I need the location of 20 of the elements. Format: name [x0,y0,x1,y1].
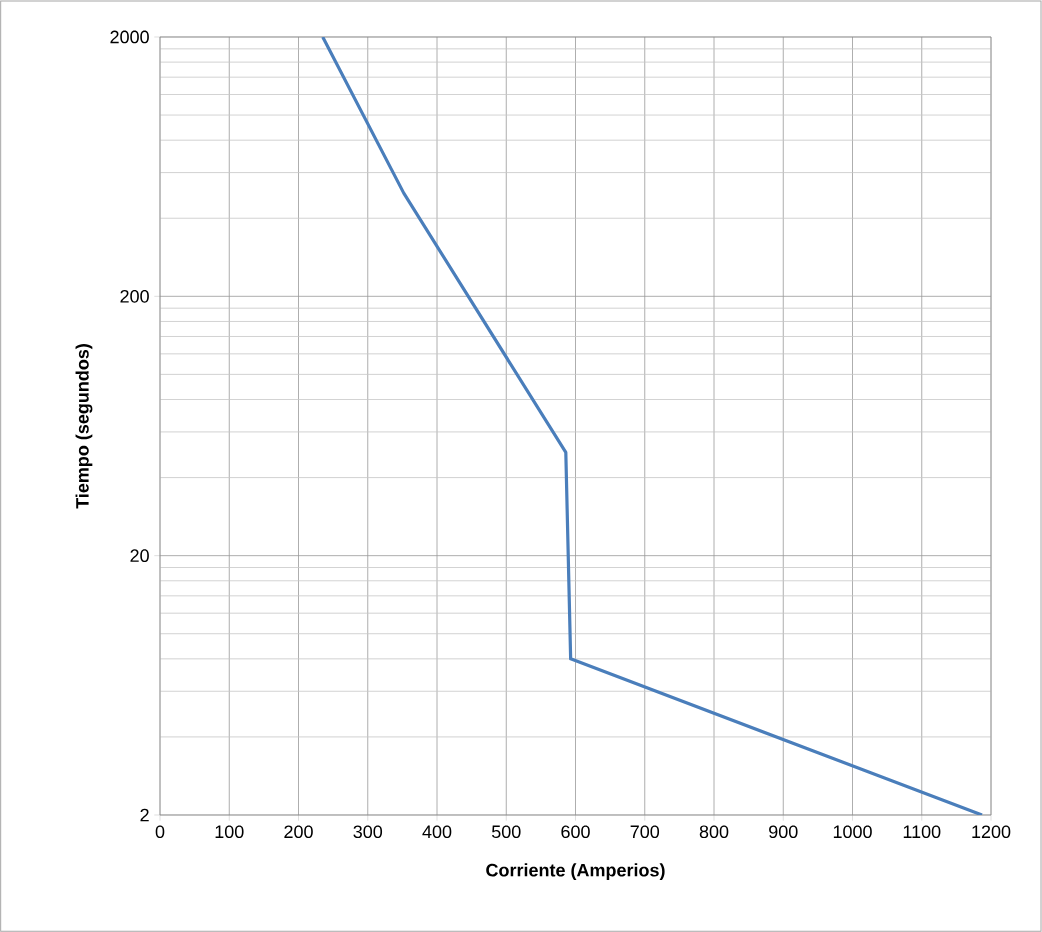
x-tick-label: 400 [422,825,452,839]
y-axis-title: Tiempo (segundos) [75,344,93,509]
x-tick-label: 800 [699,825,729,839]
x-tick-label: 1000 [833,825,872,839]
y-tick-label: 200 [120,289,149,303]
x-tick-label: 300 [353,825,383,839]
y-tick-label: 2 [140,808,149,822]
x-tick-label: 900 [769,825,798,839]
x-tick-label: 600 [561,825,590,839]
x-tick-label: 1200 [972,825,1011,839]
x-tick-label: 200 [284,825,313,839]
x-tick-label: 0 [155,825,165,839]
y-tick-label: 2000 [110,30,149,44]
x-tick-label: 1100 [903,825,941,839]
x-axis-title: Corriente (Amperios) [486,863,665,881]
y-tick-label: 20 [130,549,149,563]
x-tick-label: 700 [630,825,660,839]
line-series [321,36,984,815]
x-tick-label: 100 [215,825,244,839]
x-tick-label: 500 [491,825,521,839]
